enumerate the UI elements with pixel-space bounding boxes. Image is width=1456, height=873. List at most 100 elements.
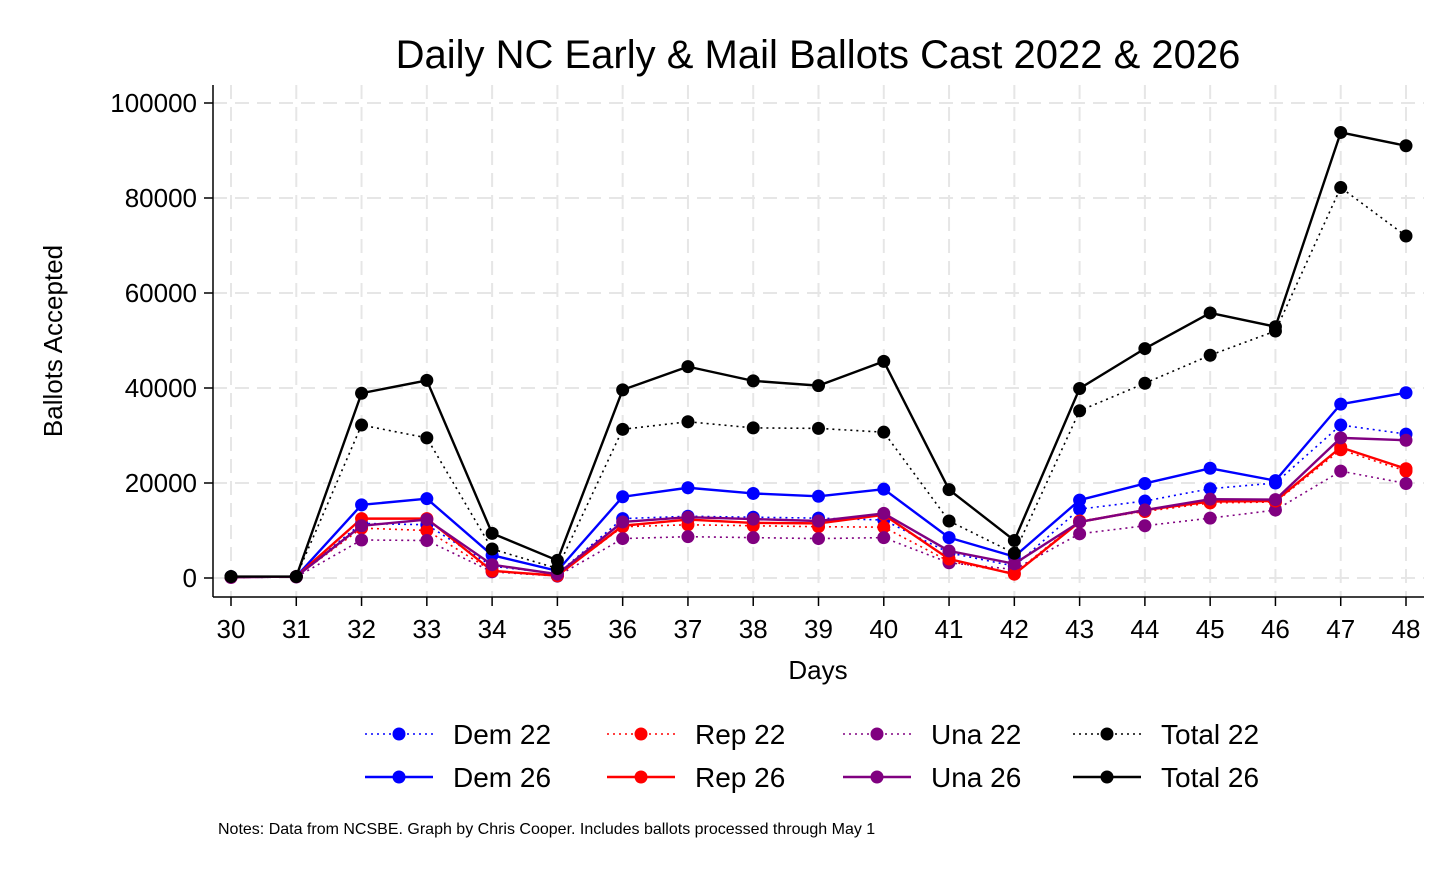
data-point-total-22 [1007,546,1021,560]
legend-item-dem-26: Dem 26 [365,762,551,793]
data-point-total-26 [1138,342,1152,356]
x-ticks: 30 31 32 33 34 35 36 37 38 39 40 41 42 43 44 45 46 47 48 [217,597,1420,644]
y-tick-label: 60000 [125,278,197,308]
data-point-total-22 [1334,181,1348,195]
data-point-rep-26 [1334,440,1348,454]
data-point-una-26 [1399,433,1413,447]
data-point-total-26 [1399,139,1413,153]
data-point-una-26 [485,558,499,572]
legend: Dem 22 Rep 22 Una 22 Total 22 Dem 26 Rep 26 Un… [365,719,1259,793]
data-point-total-26 [485,526,499,540]
x-tick-label: 34 [478,614,507,644]
x-tick-label: 44 [1130,614,1159,644]
y-axis-label: Ballots Accepted [38,245,68,437]
data-point-total-26 [1007,533,1021,547]
data-point-una-26 [812,514,825,528]
legend-swatch-marker [392,770,406,784]
x-tick-label: 41 [935,614,964,644]
data-point-dem-26 [746,486,760,500]
data-point-rep-26 [1007,567,1021,581]
data-point-una-22 [1073,527,1087,541]
data-point-total-26 [355,386,369,400]
data-point-total-22 [355,418,369,432]
data-point-total-22 [485,542,499,556]
legend-swatch-marker [870,770,884,784]
data-point-total-22 [877,425,891,439]
data-point-una-22 [877,531,891,545]
data-point-total-26 [289,570,303,584]
y-ticks: 0 20000 40000 60000 80000 100000 [110,88,213,593]
x-tick-label: 31 [282,614,311,644]
chart-note: Notes: Data from NCSBE. Graph by Chris C… [218,821,875,838]
data-point-total-22 [812,421,825,435]
data-point-dem-22 [1073,502,1087,516]
data-point-una-22 [1268,503,1282,517]
data-point-una-26 [681,510,695,524]
y-tick-label: 0 [183,563,197,593]
data-point-dem-22 [1203,482,1217,496]
series-una-22 [224,464,1413,585]
x-tick-label: 43 [1065,614,1094,644]
legend-item-rep-26: Rep 26 [607,762,785,793]
legend-swatch-marker [634,770,648,784]
data-point-una-22 [1138,519,1152,533]
x-tick-label: 30 [217,614,246,644]
data-point-total-26 [224,570,238,584]
legend-label: Total 26 [1161,762,1259,793]
data-point-una-26 [746,512,760,526]
y-tick-label: 80000 [125,183,197,213]
data-point-total-26 [420,373,434,387]
data-point-una-26 [877,506,891,520]
legend-item-dem-22: Dem 22 [365,719,551,750]
y-tick-label: 40000 [125,373,197,403]
data-point-una-22 [746,531,760,545]
data-point-rep-26 [1399,462,1413,476]
data-point-total-22 [681,415,695,429]
data-point-una-26 [942,544,956,558]
data-point-dem-26 [616,490,630,504]
x-tick-label: 45 [1196,614,1225,644]
series-total-26 [224,125,1413,584]
data-point-una-22 [616,532,630,546]
x-tick-label: 46 [1261,614,1290,644]
legend-label: Una 26 [931,762,1021,793]
legend-swatch-marker [870,727,884,741]
data-point-total-22 [1399,229,1413,243]
legend-label: Dem 26 [453,762,551,793]
legend-item-total-26: Total 26 [1073,762,1259,793]
series-lines [224,125,1413,585]
data-point-una-26 [1138,503,1152,517]
x-tick-label: 33 [412,614,441,644]
x-tick-label: 40 [869,614,898,644]
data-point-total-26 [746,374,760,388]
x-tick-label: 36 [608,614,637,644]
data-point-total-22 [1073,404,1087,418]
legend-swatch-marker [392,727,406,741]
data-point-una-26 [1203,492,1217,506]
data-point-una-22 [681,530,695,544]
data-point-rep-22 [877,520,891,534]
data-point-total-22 [1203,348,1217,362]
x-tick-label: 38 [739,614,768,644]
legend-item-total-22: Total 22 [1073,719,1259,750]
data-point-una-26 [355,519,369,533]
data-point-total-26 [812,379,825,393]
series-una-26 [224,431,1413,584]
legend-label: Total 22 [1161,719,1259,750]
x-tick-label: 39 [804,614,833,644]
data-point-total-26 [877,354,891,368]
data-point-total-22 [1138,376,1152,390]
legend-swatch-marker [634,727,648,741]
data-point-total-26 [1203,306,1217,320]
data-point-total-22 [746,421,760,435]
data-point-dem-26 [420,492,434,506]
data-point-una-22 [1334,464,1348,478]
data-point-una-26 [1334,431,1348,445]
x-tick-label: 47 [1326,614,1355,644]
data-point-dem-26 [1334,397,1348,411]
data-point-una-22 [355,533,369,547]
y-tick-label: 100000 [110,88,197,118]
data-point-dem-26 [1399,386,1413,400]
data-point-una-26 [1073,515,1087,529]
data-point-una-22 [1203,511,1217,525]
